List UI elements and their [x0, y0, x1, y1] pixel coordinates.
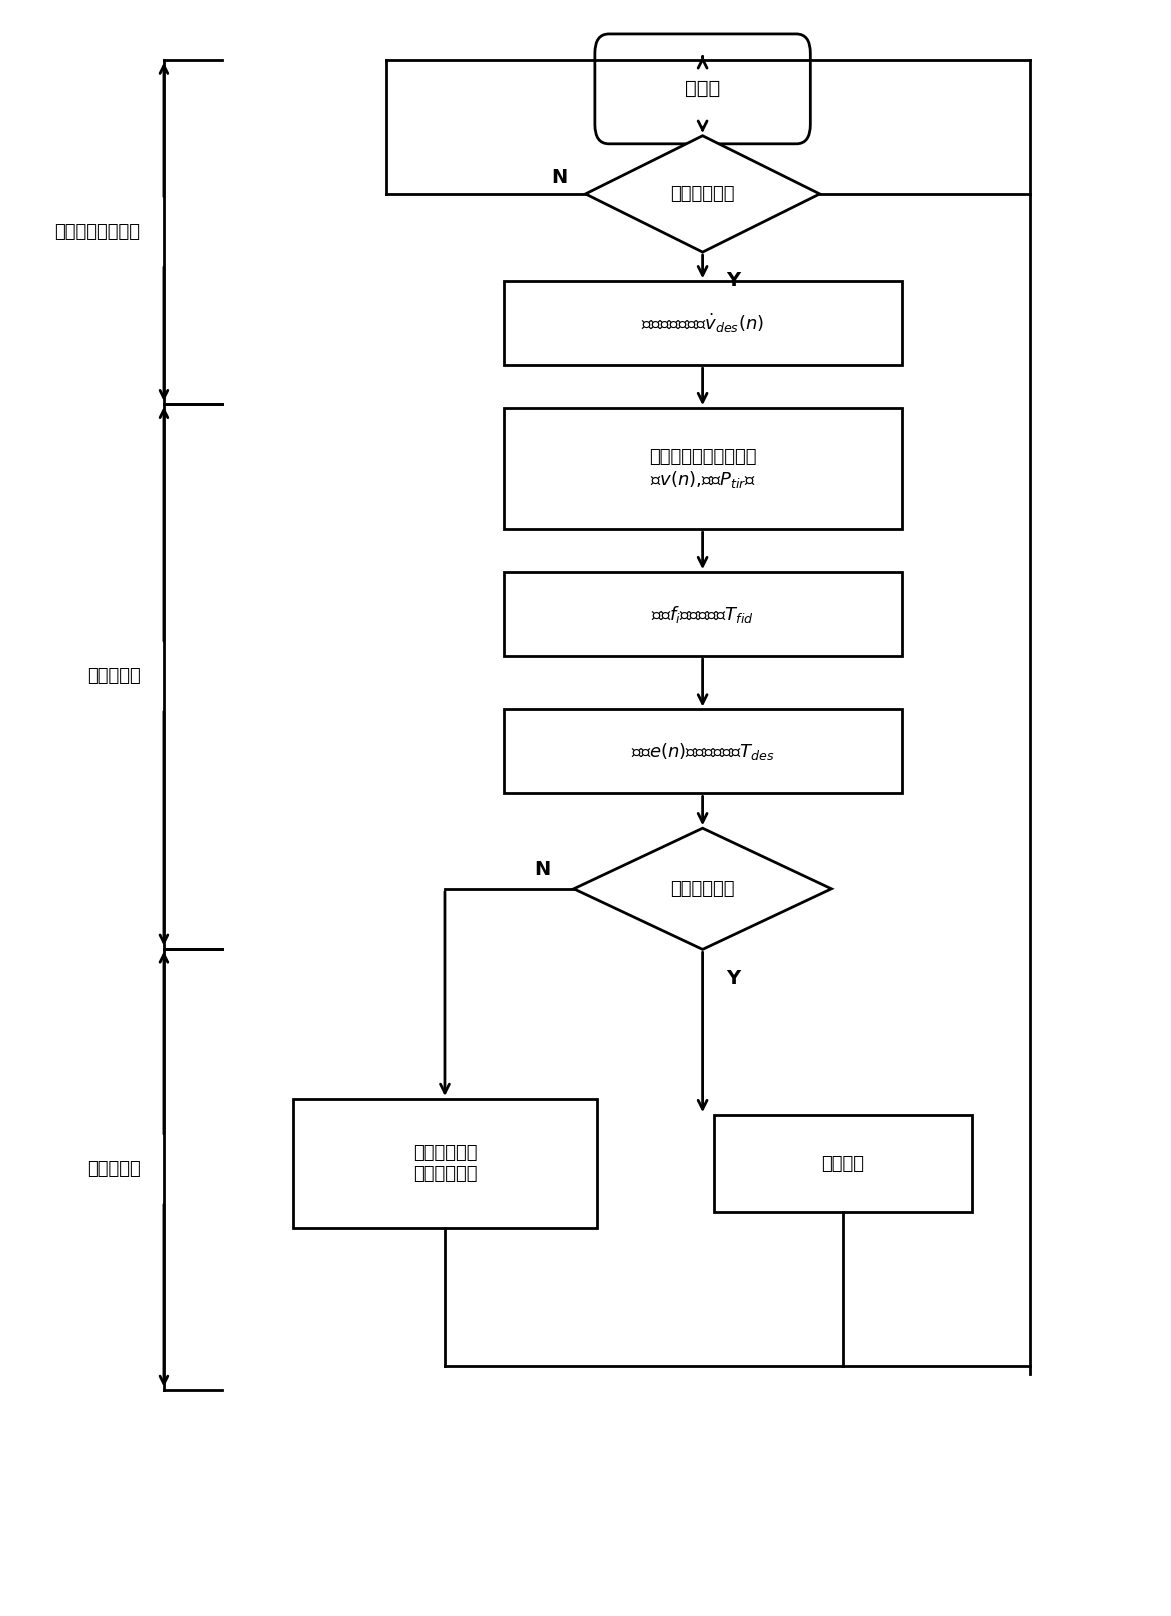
Text: 计算$f_i$和前馈基准$T_{fid}$: 计算$f_i$和前馈基准$T_{fid}$: [651, 604, 754, 624]
Text: 自适应巡航控制器: 自适应巡航控制器: [55, 223, 141, 241]
Text: 计算$e(n)$和期望扰矩値$T_{des}$: 计算$e(n)$和期望扰矩値$T_{des}$: [631, 742, 774, 761]
FancyBboxPatch shape: [595, 34, 810, 144]
Text: 整车控制器: 整车控制器: [87, 667, 141, 685]
Text: N: N: [534, 860, 550, 879]
Text: 满足驱动控制: 满足驱动控制: [670, 879, 735, 898]
Bar: [504, 709, 902, 793]
Bar: [293, 1099, 597, 1228]
Text: 驱动响应: 驱动响应: [822, 1154, 864, 1173]
Polygon shape: [586, 136, 820, 252]
Text: Y: Y: [726, 271, 740, 291]
Bar: [504, 407, 902, 530]
Text: 初始化: 初始化: [685, 79, 720, 99]
Bar: [714, 1115, 972, 1212]
Text: N: N: [552, 168, 568, 187]
Polygon shape: [574, 827, 831, 949]
Text: 到达控制周期: 到达控制周期: [670, 184, 735, 204]
Text: 执行控制器: 执行控制器: [87, 1160, 141, 1178]
Text: Y: Y: [726, 968, 740, 987]
Text: 获取多种信息，包括车
速$v(n)$,胎压$P_{tir}$等: 获取多种信息，包括车 速$v(n)$,胎压$P_{tir}$等: [649, 448, 756, 490]
Bar: [504, 281, 902, 365]
Text: 规划期望加速度$\dot{v}_{des}(n)$: 规划期望加速度$\dot{v}_{des}(n)$: [642, 312, 763, 335]
Bar: [504, 572, 902, 656]
Text: 再生制动响应
机械制动响应: 再生制动响应 机械制动响应: [412, 1144, 478, 1183]
